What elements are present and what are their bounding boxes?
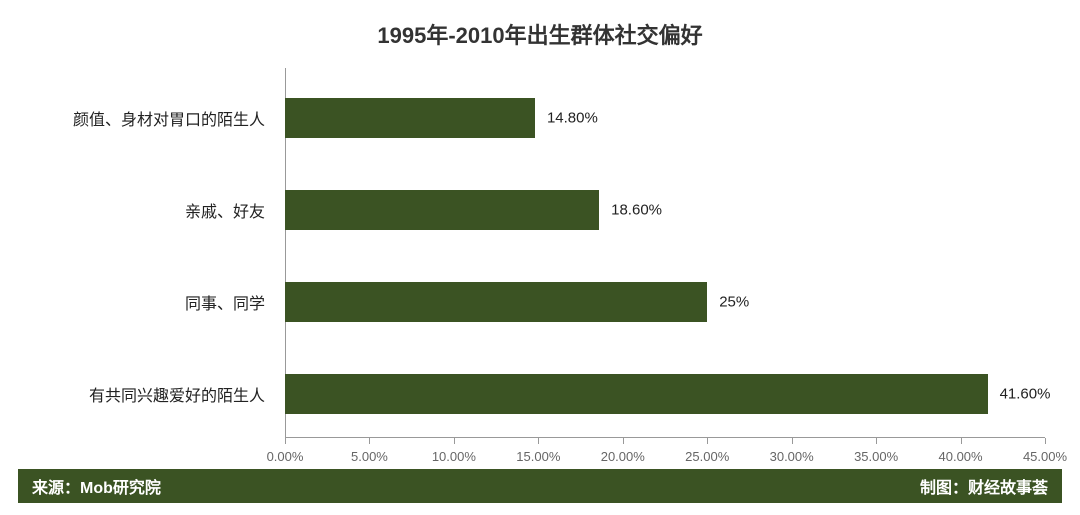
plot-area: 0.00%5.00%10.00%15.00%20.00%25.00%30.00%… [285, 68, 1045, 438]
bar [285, 374, 988, 414]
x-tick [538, 438, 539, 444]
x-tick [792, 438, 793, 444]
x-tick [623, 438, 624, 444]
bar [285, 190, 599, 230]
x-tick-label: 15.00% [516, 449, 560, 464]
x-tick-label: 20.00% [601, 449, 645, 464]
x-tick [369, 438, 370, 444]
value-label: 14.80% [547, 110, 598, 127]
category-label: 同事、同学 [185, 290, 285, 314]
x-tick-label: 40.00% [939, 449, 983, 464]
value-label: 25% [719, 294, 749, 311]
source-label: 来源：Mob研究院 [32, 474, 161, 498]
value-label: 18.60% [611, 202, 662, 219]
x-tick [961, 438, 962, 444]
x-tick [876, 438, 877, 444]
x-tick-label: 5.00% [351, 449, 388, 464]
value-label: 41.60% [1000, 386, 1051, 403]
x-tick-label: 25.00% [685, 449, 729, 464]
bar [285, 98, 535, 138]
x-tick-label: 30.00% [770, 449, 814, 464]
bar [285, 282, 707, 322]
x-tick-label: 0.00% [267, 449, 304, 464]
x-axis-line [285, 437, 1045, 438]
chart-title: 1995年-2010年出生群体社交偏好 [0, 18, 1080, 50]
x-tick-label: 35.00% [854, 449, 898, 464]
x-tick-label: 10.00% [432, 449, 476, 464]
x-tick-label: 45.00% [1023, 449, 1067, 464]
footer-bar: 来源：Mob研究院 制图：财经故事荟 [18, 469, 1062, 503]
x-tick [707, 438, 708, 444]
x-tick [1045, 438, 1046, 444]
credit-label: 制图：财经故事荟 [920, 474, 1048, 498]
category-label: 颜值、身材对胃口的陌生人 [73, 106, 285, 130]
x-tick [285, 438, 286, 444]
category-label: 亲戚、好友 [185, 198, 285, 222]
x-tick [454, 438, 455, 444]
category-label: 有共同兴趣爱好的陌生人 [89, 382, 285, 406]
chart-container: 1995年-2010年出生群体社交偏好 0.00%5.00%10.00%15.0… [0, 0, 1080, 515]
